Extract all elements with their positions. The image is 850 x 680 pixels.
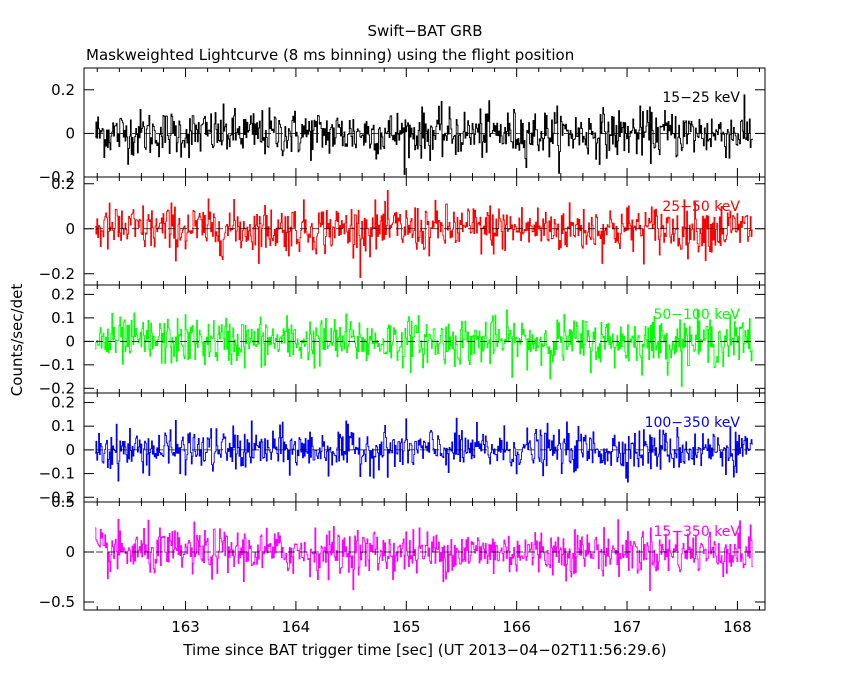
y-tick-label-2-4: −0.2 (39, 379, 75, 397)
chart-title: Swift−BAT GRB (367, 22, 482, 40)
y-tick-label-2-3: −0.1 (39, 356, 75, 374)
y-tick-label-4-1: 0 (65, 543, 75, 561)
y-tick-label-4-0: 0.5 (51, 493, 75, 511)
y-tick-label-3-1: 0.1 (51, 417, 75, 435)
x-tick-label-1: 164 (282, 618, 311, 636)
x-tick-label-5: 168 (723, 618, 752, 636)
y-tick-label-3-3: −0.1 (39, 465, 75, 483)
panel-0: 0.2 0 −0.2 15−25 keV (39, 67, 766, 186)
x-axis-label: Time since BAT trigger time [sec] (UT 20… (182, 641, 666, 659)
y-tick-label-1-1: 0 (65, 220, 75, 238)
series-line-0 (95, 94, 753, 175)
panels-group: 0.2 0 −0.2 15−25 keV 0.2 0 −0.2 25−50 keV 0.2 0.1… (39, 67, 766, 636)
panel-frame-4 (83, 501, 766, 611)
y-tick-label-1-2: −0.2 (39, 265, 75, 283)
chart-subtitle: Maskweighted Lightcurve (8 ms binning) u… (86, 46, 574, 64)
y-tick-label-0-0: 0.2 (51, 81, 75, 99)
panel-4: 0.5 0 −0.5 15−350 keV (39, 493, 766, 611)
band-label-3: 100−350 keV (645, 415, 741, 431)
y-tick-label-2-1: 0.1 (51, 309, 75, 327)
band-label-1: 25−50 keV (662, 199, 740, 215)
band-label-0: 15−25 keV (662, 90, 740, 106)
y-tick-label-0-1: 0 (65, 124, 75, 142)
series-line-2 (95, 309, 753, 387)
y-axis-label: Counts/sec/det (8, 284, 26, 397)
series-line-1 (95, 189, 753, 279)
y-tick-label-3-4: −0.2 (39, 488, 75, 506)
y-tick-label-2-0: 0.2 (51, 285, 75, 303)
panel-2: 0.2 0.1 0 −0.1 −0.2 50−100 keV (39, 284, 766, 397)
y-tick-label-3-0: 0.2 (51, 393, 75, 411)
x-tick-label-3: 166 (502, 618, 531, 636)
x-tick-label-0: 163 (171, 618, 200, 636)
x-tick-label-4: 167 (613, 618, 642, 636)
y-tick-label-4-2: −0.5 (39, 593, 75, 611)
panel-frame-1 (83, 176, 766, 286)
panel-1: 0.2 0 −0.2 25−50 keV (39, 175, 766, 286)
panel-3: 0.2 0.1 0 −0.1 −0.2 100−350 keV (39, 392, 766, 506)
band-label-4: 15−350 keV (653, 524, 740, 540)
series-line-3 (95, 417, 753, 483)
y-tick-label-3-2: 0 (65, 441, 75, 459)
band-label-2: 50−100 keV (653, 307, 740, 323)
y-tick-label-2-2: 0 (65, 332, 75, 350)
x-tick-label-2: 165 (392, 618, 421, 636)
y-tick-label-0-2: −0.2 (39, 168, 75, 186)
series-line-4 (95, 518, 753, 592)
y-tick-label-1-0: 0.2 (51, 175, 75, 193)
